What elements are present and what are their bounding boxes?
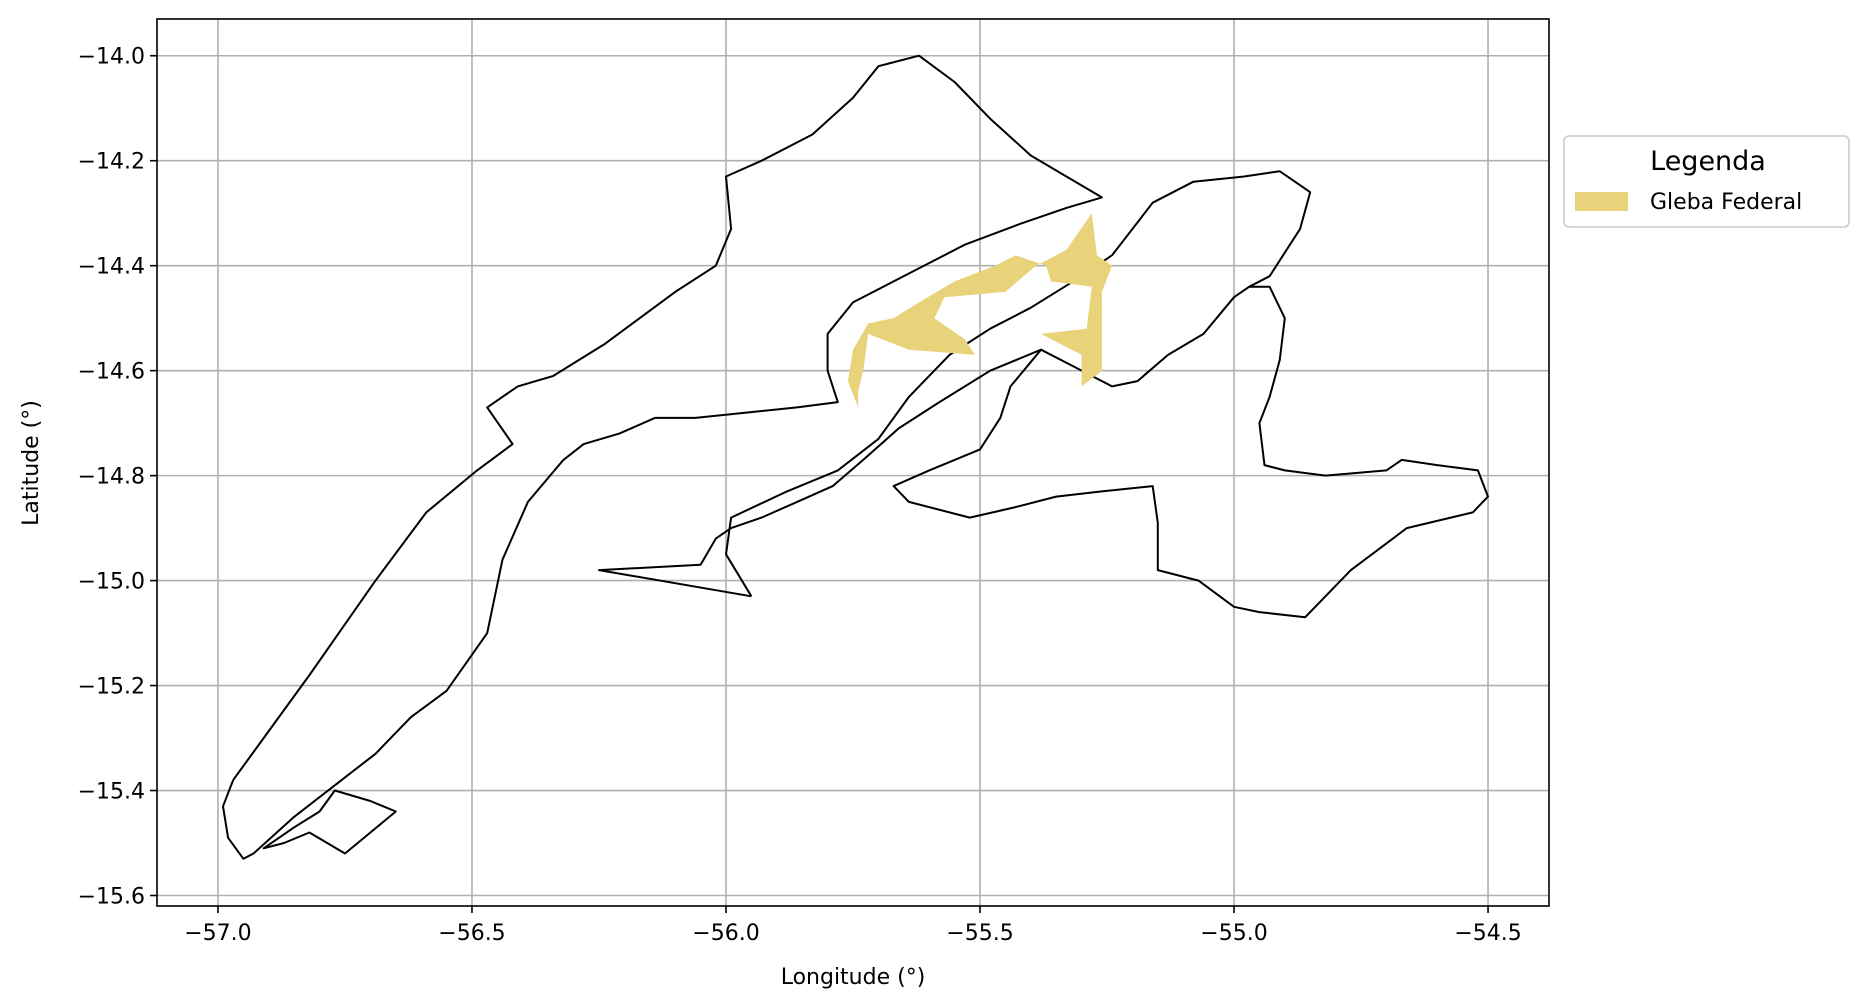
x-tick-label: −55.5 xyxy=(946,921,1013,946)
legend-title: Legenda xyxy=(1650,146,1766,177)
legend: Legenda Gleba Federal xyxy=(1563,135,1850,228)
boundaries-polygon xyxy=(262,789,397,855)
legend-frame xyxy=(1563,135,1850,228)
x-tick-label: −57.0 xyxy=(184,921,251,946)
y-tick-label: −15.4 xyxy=(78,780,145,805)
x-axis-label: Longitude (°) xyxy=(781,965,926,990)
y-axis-label: Latitude (°) xyxy=(19,400,44,526)
y-tick-label: −14.8 xyxy=(78,465,145,490)
x-tick-label: −56.0 xyxy=(692,921,759,946)
y-tick-label: −15.0 xyxy=(78,570,145,595)
y-tick-label: −14.4 xyxy=(78,255,145,280)
boundaries-polygon xyxy=(892,285,1489,619)
x-tick-label: −54.5 xyxy=(1454,921,1521,946)
y-tick-label: −15.6 xyxy=(78,885,145,910)
y-tick-label: −14.0 xyxy=(78,45,145,70)
map-polygons xyxy=(222,54,1489,860)
y-tick-label: −14.6 xyxy=(78,360,145,385)
boundaries-polygon xyxy=(222,54,1103,860)
y-tick-label: −15.2 xyxy=(78,675,145,700)
x-tick-label: −56.5 xyxy=(438,921,505,946)
legend-entry-gleba-federal: Gleba Federal xyxy=(1650,190,1802,215)
gleba-federal-polygon xyxy=(847,213,1113,418)
x-tick-label: −55.0 xyxy=(1200,921,1267,946)
plot-frame xyxy=(156,18,1550,907)
axis-ticks: −57.0 −56.5 −56.0 −55.5 −55.0 −54.5 −14.0 −14.2… xyxy=(78,45,1522,946)
legend-swatch-gleba-federal xyxy=(1575,192,1628,211)
y-tick-label: −14.2 xyxy=(78,150,145,175)
